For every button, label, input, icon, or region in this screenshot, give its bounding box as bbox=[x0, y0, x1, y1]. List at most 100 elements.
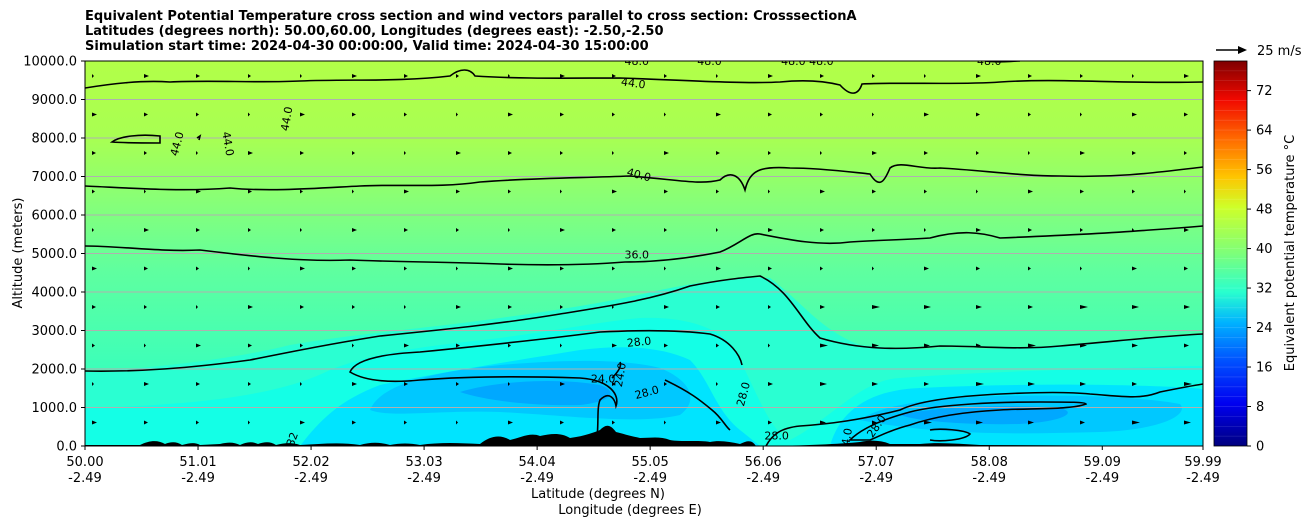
wind-vector bbox=[664, 266, 666, 271]
wind-vector bbox=[976, 112, 980, 117]
wind-vector bbox=[664, 382, 667, 386]
wind-vector bbox=[612, 112, 615, 117]
wind-vector bbox=[404, 228, 408, 232]
x-tick-label-lon: -2.49 bbox=[859, 471, 893, 486]
wind-vector bbox=[1080, 266, 1082, 271]
wind-vector bbox=[248, 189, 252, 194]
x-tick-label-lon: -2.49 bbox=[181, 471, 215, 486]
y-tick-label: 10000.0 bbox=[23, 55, 77, 70]
wind-vector bbox=[248, 74, 251, 78]
contour-label: 48.0 bbox=[809, 55, 834, 68]
wind-vector bbox=[248, 228, 251, 232]
wind-vector bbox=[924, 228, 926, 232]
y-gridlines bbox=[85, 99, 1203, 408]
contour-lines bbox=[85, 61, 1203, 446]
wind-vector bbox=[1028, 382, 1035, 386]
wind-vector bbox=[352, 228, 357, 232]
wind-key: 25 m/s bbox=[1216, 44, 1302, 59]
wind-vector bbox=[508, 420, 513, 425]
wind-vector bbox=[248, 382, 251, 386]
wind-vector bbox=[144, 343, 146, 348]
x-tick-label-lat: 53.03 bbox=[405, 455, 442, 470]
wind-vector bbox=[560, 112, 564, 117]
wind-vector bbox=[92, 74, 94, 78]
wind-vector bbox=[1132, 420, 1140, 425]
wind-vector bbox=[872, 305, 880, 309]
wind-vector bbox=[612, 74, 616, 78]
contour-44-top bbox=[85, 69, 1203, 94]
wind-vector bbox=[352, 189, 354, 194]
wind-vector bbox=[508, 266, 513, 271]
colorbar-tick-label: 16 bbox=[1256, 361, 1273, 376]
colorbar-tick-label: 56 bbox=[1256, 163, 1273, 178]
wind-vector bbox=[352, 420, 356, 425]
wind-vector bbox=[1132, 189, 1135, 194]
wind-vector bbox=[872, 343, 879, 348]
wind-vector bbox=[456, 343, 460, 348]
wind-vector bbox=[716, 266, 721, 271]
wind-vector bbox=[716, 189, 719, 194]
wind-vector bbox=[248, 266, 250, 271]
wind-vector bbox=[404, 305, 406, 309]
colorbar-tick-label: 72 bbox=[1256, 84, 1273, 99]
wind-vector bbox=[352, 74, 357, 78]
wind-vector bbox=[300, 228, 302, 232]
wind-vector bbox=[300, 382, 302, 386]
wind-vector bbox=[196, 420, 199, 425]
wind-vector bbox=[1080, 151, 1085, 155]
wind-vector bbox=[612, 420, 615, 425]
wind-vector bbox=[352, 382, 357, 386]
wind-vector bbox=[508, 305, 512, 309]
wind-vector bbox=[404, 420, 407, 425]
terrain bbox=[85, 425, 1203, 446]
wind-vector bbox=[196, 74, 200, 78]
wind-vector bbox=[1080, 305, 1088, 309]
wind-vector bbox=[612, 343, 617, 348]
wind-vector bbox=[560, 266, 564, 271]
wind-vector bbox=[612, 228, 616, 232]
x-tick-label-lat: 59.09 bbox=[1084, 455, 1121, 470]
wind-vector bbox=[144, 305, 147, 309]
colorbar bbox=[1214, 61, 1247, 446]
x-tick-label-lat: 50.00 bbox=[66, 455, 103, 470]
wind-vector bbox=[144, 420, 148, 425]
wind-vector bbox=[820, 189, 825, 194]
wind-vector bbox=[508, 343, 511, 348]
wind-vector bbox=[976, 151, 979, 155]
wind-vector bbox=[1184, 228, 1189, 232]
wind-vector bbox=[976, 382, 984, 386]
wind-vector bbox=[1132, 343, 1138, 348]
y-tick-label: 0.0 bbox=[56, 440, 77, 455]
wind-vector bbox=[560, 305, 563, 309]
wind-vector bbox=[1028, 343, 1036, 348]
wind-vector bbox=[820, 266, 823, 271]
x-tick-label-lat: 51.01 bbox=[179, 455, 216, 470]
wind-vector bbox=[924, 420, 932, 425]
contour-label: 28.0 bbox=[734, 381, 753, 408]
wind-vector bbox=[924, 382, 929, 386]
wind-vector bbox=[144, 112, 148, 117]
wind-vector bbox=[508, 382, 510, 386]
wind-vector bbox=[872, 112, 874, 117]
wind-vector bbox=[456, 151, 461, 155]
wind-vector bbox=[196, 266, 199, 271]
y-tick-label: 2000.0 bbox=[32, 363, 78, 378]
wind-vector bbox=[1132, 74, 1134, 78]
title-line-3: Simulation start time: 2024-04-30 00:00:… bbox=[85, 39, 649, 54]
wind-vector bbox=[1132, 382, 1137, 386]
wind-vector bbox=[820, 151, 822, 155]
wind-vector bbox=[456, 112, 458, 117]
wind-vector bbox=[768, 420, 772, 425]
y-tick-label: 6000.0 bbox=[32, 209, 78, 224]
x-tick-label-lat: 55.05 bbox=[632, 455, 669, 470]
wind-vector bbox=[560, 382, 565, 386]
contour-24-mid bbox=[611, 361, 622, 379]
wind-vector bbox=[612, 382, 616, 386]
wind-vector bbox=[1184, 74, 1189, 78]
wind-vector bbox=[1028, 74, 1032, 78]
wind-vector bbox=[664, 151, 669, 155]
wind-vector bbox=[1184, 266, 1188, 271]
wind-vector bbox=[872, 266, 874, 271]
wind-vector bbox=[300, 266, 305, 271]
wind-vector bbox=[1184, 382, 1192, 386]
